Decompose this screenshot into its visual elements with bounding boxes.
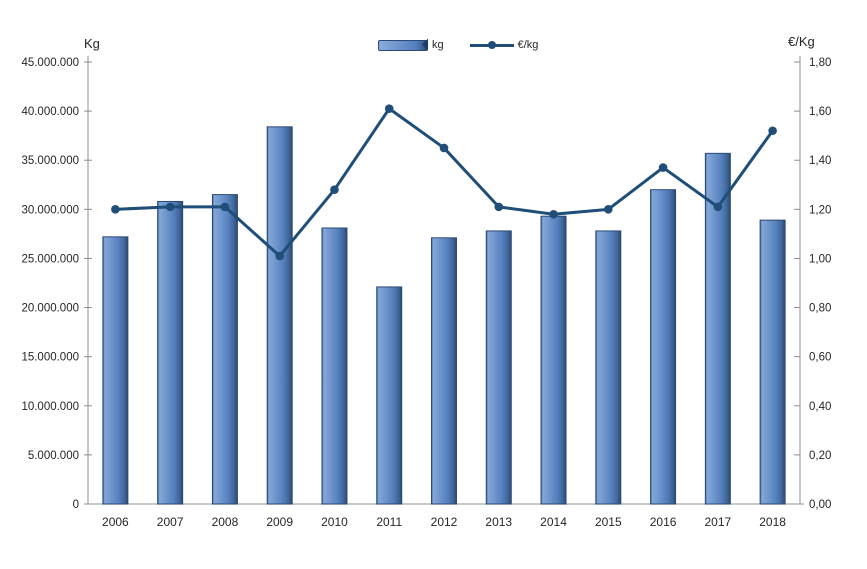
left-axis-tick-label: 45.000.000 — [21, 57, 79, 69]
x-axis-tick-label: 2009 — [266, 515, 293, 529]
left-axis-tick-label: 0 — [73, 499, 79, 511]
right-axis-title: €/Kg — [788, 34, 815, 49]
left-axis-tick-label: 35.000.000 — [21, 155, 79, 167]
right-axis-tick-label: 0,80 — [809, 303, 831, 315]
eur-kg-line-swatch-icon — [469, 41, 514, 49]
bar-2012 — [431, 237, 457, 505]
right-axis-tick-label: 1,80 — [809, 57, 831, 69]
x-axis-tick-label: 2011 — [376, 515, 402, 529]
left-axis-tick-label: 30.000.000 — [21, 204, 79, 216]
marker-2018 — [768, 126, 777, 136]
legend-item-eur-kg: €/kg — [469, 39, 539, 51]
x-axis-tick-label: 2006 — [102, 515, 129, 529]
marker-2009 — [275, 251, 284, 261]
marker-2010 — [330, 185, 339, 194]
bar-2008 — [211, 194, 238, 505]
marker-2015 — [604, 205, 613, 214]
x-axis-tick-label: 2010 — [321, 515, 348, 529]
marker-2011 — [384, 104, 394, 113]
left-axis-title: Kg — [84, 36, 100, 51]
left-axis-tick-label: 40.000.000 — [21, 106, 79, 118]
right-axis-tick-label: 1,60 — [809, 106, 831, 118]
x-axis-tick-label: 2013 — [485, 515, 512, 529]
legend-label-kg: kg — [432, 39, 444, 51]
legend-item-kg: kg — [378, 38, 444, 51]
x-axis-tick-label: 2016 — [650, 515, 677, 529]
legend-label-eur-kg: €/kg — [517, 39, 539, 51]
left-axis-tick-label: 25.000.000 — [21, 253, 79, 265]
left-axis-tick-label: 10.000.000 — [21, 401, 79, 413]
marker-2006 — [111, 205, 120, 214]
bar-2014 — [540, 215, 567, 505]
bar-2010 — [321, 227, 348, 505]
bar-2007 — [157, 200, 184, 505]
bar-2018 — [759, 219, 786, 505]
left-axis-tick-label: 20.000.000 — [21, 303, 79, 315]
x-axis-tick-label: 2015 — [595, 515, 622, 529]
marker-2012 — [439, 143, 449, 153]
left-axis-tick-label: 5.000.000 — [28, 450, 79, 462]
right-axis-tick-label: 1,00 — [809, 253, 831, 265]
left-axis-tick-label: 15.000.000 — [21, 352, 79, 364]
bar-2016 — [650, 189, 677, 505]
marker-2016 — [658, 163, 668, 172]
right-axis-tick-label: 0,00 — [809, 499, 831, 511]
marker-2008 — [220, 202, 230, 212]
right-axis-tick-label: 0,60 — [809, 352, 831, 364]
bar-2006 — [102, 236, 129, 505]
right-axis-tick-label: 1,40 — [809, 155, 831, 167]
x-axis-tick-label: 2018 — [759, 515, 786, 529]
marker-2017 — [713, 202, 723, 212]
marker-2007 — [165, 202, 175, 212]
kg-bar-swatch-icon — [378, 38, 428, 51]
x-axis-tick-label: 2007 — [157, 515, 184, 529]
x-axis-tick-label: 2014 — [540, 515, 567, 529]
x-axis-tick-label: 2012 — [431, 515, 458, 529]
bar-2017 — [704, 152, 731, 505]
x-axis-tick-label: 2017 — [704, 515, 731, 529]
legend: kg €/kg — [378, 38, 539, 51]
right-axis-tick-label: 0,20 — [809, 450, 831, 462]
right-axis-tick-label: 0,40 — [809, 401, 831, 413]
marker-2014 — [549, 209, 558, 219]
marker-2013 — [494, 202, 504, 212]
bar-2015 — [595, 230, 622, 505]
bar-2009 — [266, 126, 293, 505]
x-axis-tick-label: 2008 — [212, 515, 239, 529]
bar-2011 — [376, 286, 403, 505]
right-axis-tick-label: 1,20 — [809, 204, 831, 216]
bar-2013 — [485, 230, 512, 505]
